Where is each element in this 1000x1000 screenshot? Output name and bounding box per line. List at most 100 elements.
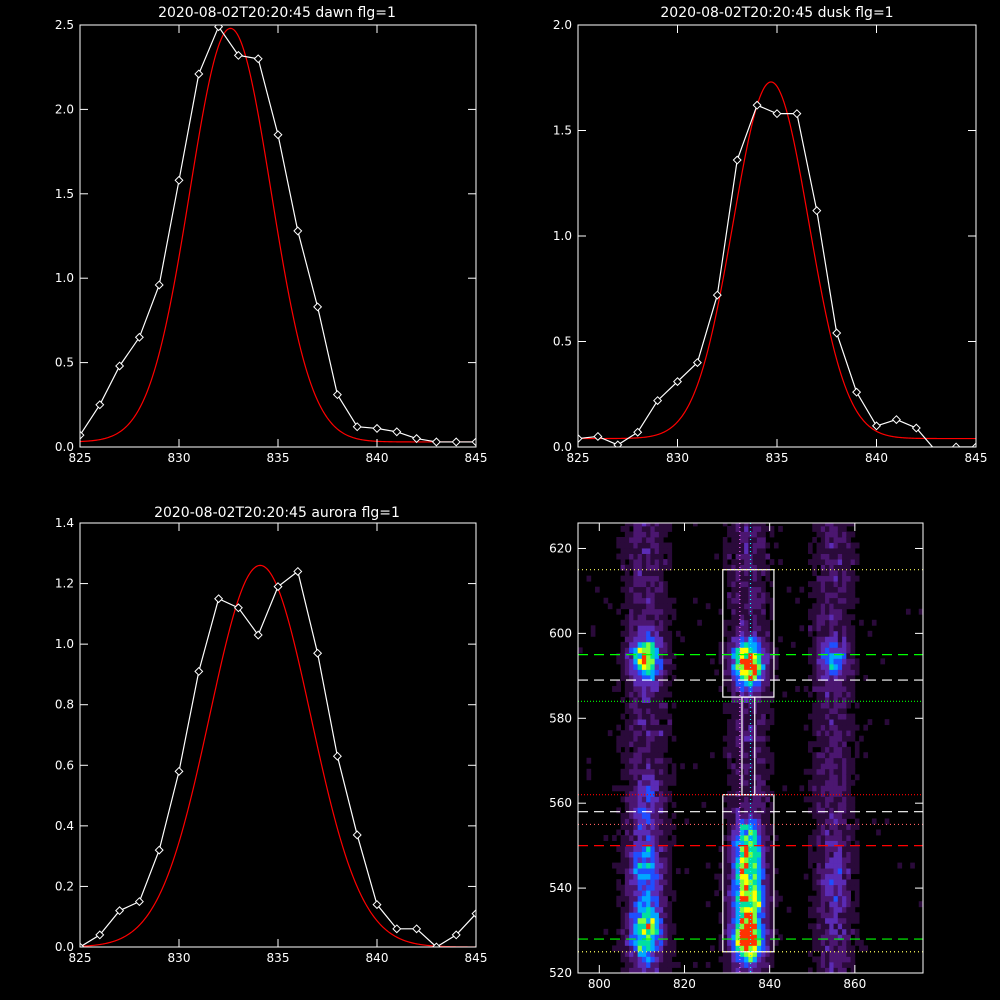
spectrogram-cell (748, 873, 754, 880)
spectrogram-cell (663, 564, 668, 571)
spectrogram-cell (808, 608, 813, 615)
spectrogram-cell (654, 906, 660, 913)
dusk-fit-curve (578, 81, 976, 440)
spectrogram-cell (663, 525, 668, 532)
spectrogram-cell (744, 862, 749, 869)
spectrogram-cell (842, 835, 847, 841)
spectrogram-cell (735, 730, 741, 737)
spectrogram-cell (633, 559, 639, 565)
spectrogram-cell (735, 961, 741, 968)
spectrogram-cell (641, 785, 647, 792)
spectrogram-cell (825, 763, 830, 770)
spectrogram-cell (603, 835, 609, 841)
spectrogram-cell (637, 779, 643, 786)
spectrogram-cell (667, 680, 673, 687)
spectrogram-cell (744, 901, 749, 908)
dawn-data-point (451, 437, 461, 447)
spectrogram-cell (646, 619, 651, 626)
spectrogram-cell (663, 790, 668, 797)
spectrogram-cell (808, 835, 813, 841)
spectrogram-cell (629, 741, 634, 748)
spectrogram-cell (842, 774, 847, 781)
spectrogram-cell (752, 686, 758, 692)
spectrogram-cell (629, 879, 634, 886)
spectrogram-cell (727, 724, 732, 731)
spectrogram-cell (816, 713, 822, 720)
spectrogram-cell (744, 719, 749, 726)
spectrogram-cell (641, 967, 647, 973)
spectrogram-cell (722, 669, 728, 676)
spectrogram-cell (629, 917, 634, 924)
spectrogram-cell (658, 636, 664, 643)
spectrogram-cell (808, 542, 813, 549)
spectrogram-cell (633, 796, 639, 803)
spectrogram-cell (837, 796, 843, 803)
spectrogram-cell (752, 592, 758, 599)
spectrogram-cell (825, 619, 830, 626)
spectrogram-cell (846, 873, 851, 880)
spectrogram-cell (808, 647, 813, 654)
spectrogram-cell (820, 730, 826, 737)
spectrogram-cell (812, 608, 817, 615)
spectrogram-cell (650, 868, 656, 875)
spectrogram-cell (752, 597, 758, 604)
spectrogram-cell (748, 597, 754, 604)
aurora-data-point (451, 930, 461, 940)
spectrogram-cell (842, 879, 847, 886)
spectrogram-cell (637, 658, 643, 665)
spectrogram-cell (837, 669, 843, 676)
spectrogram-cell (773, 658, 779, 665)
spectrogram-cell (765, 680, 771, 687)
spectrogram-cell (629, 724, 634, 731)
spectrogram-cell (735, 774, 741, 781)
spectrogram-cell (735, 746, 741, 753)
dawn-ytick-label: 2.5 (55, 18, 74, 32)
aurora-data-point (273, 582, 283, 592)
spectrogram-cell (829, 603, 834, 610)
spectrogram-cell (658, 652, 664, 659)
spectrogram-cell (825, 523, 830, 527)
spectrogram-cell (756, 686, 762, 692)
spectrogram-cell (637, 523, 643, 527)
spectrogram-cell (773, 928, 779, 935)
spectrogram-cell (658, 741, 664, 748)
spectrogram-cell (842, 564, 847, 571)
spectrogram-cell (646, 537, 651, 543)
spectrogram-cell (629, 895, 634, 902)
spectrogram-cell (820, 961, 826, 968)
spectrogram-cell (854, 934, 860, 941)
spectrogram-cell (748, 906, 754, 913)
spectrogram-cell (667, 846, 673, 852)
spectrogram-cell (663, 950, 668, 957)
spectrogram-cell (641, 945, 647, 952)
spectrogram-cell (842, 537, 847, 543)
spectrogram-cell (837, 901, 843, 908)
spectrogram-cell (624, 829, 630, 836)
aurora-data-point (134, 897, 144, 907)
spectrogram-cell (825, 691, 830, 698)
spectrogram-cell (731, 647, 736, 654)
spectrogram-cell (761, 663, 766, 670)
spectrogram-cell (671, 923, 677, 930)
spectrogram-cell (748, 757, 754, 764)
spectrogram-cell (846, 790, 851, 797)
spectrogram-cell (837, 603, 843, 610)
spectrogram-cell (705, 603, 711, 610)
spectrogram-cell (846, 548, 851, 554)
spectrogram-cell (829, 950, 834, 957)
spectrogram-cell (629, 961, 634, 968)
spectrogram-cell (829, 912, 834, 919)
spectrogram-cell (816, 708, 822, 715)
spectrogram-cell (646, 774, 651, 781)
spectrogram-cell (842, 895, 847, 902)
spectrogram-cell (650, 697, 656, 703)
spectrogram-cell (667, 923, 673, 930)
spectrogram-cell (616, 537, 621, 543)
spectrogram-cell (722, 708, 728, 715)
spectrogram-cell (850, 928, 856, 935)
aurora-ytick-label: 0.0 (55, 940, 74, 954)
spectrogram-cell (667, 619, 673, 626)
spectrogram-cell (731, 608, 736, 615)
spectrogram-cell (620, 923, 626, 930)
spectrogram-cell (650, 658, 656, 665)
